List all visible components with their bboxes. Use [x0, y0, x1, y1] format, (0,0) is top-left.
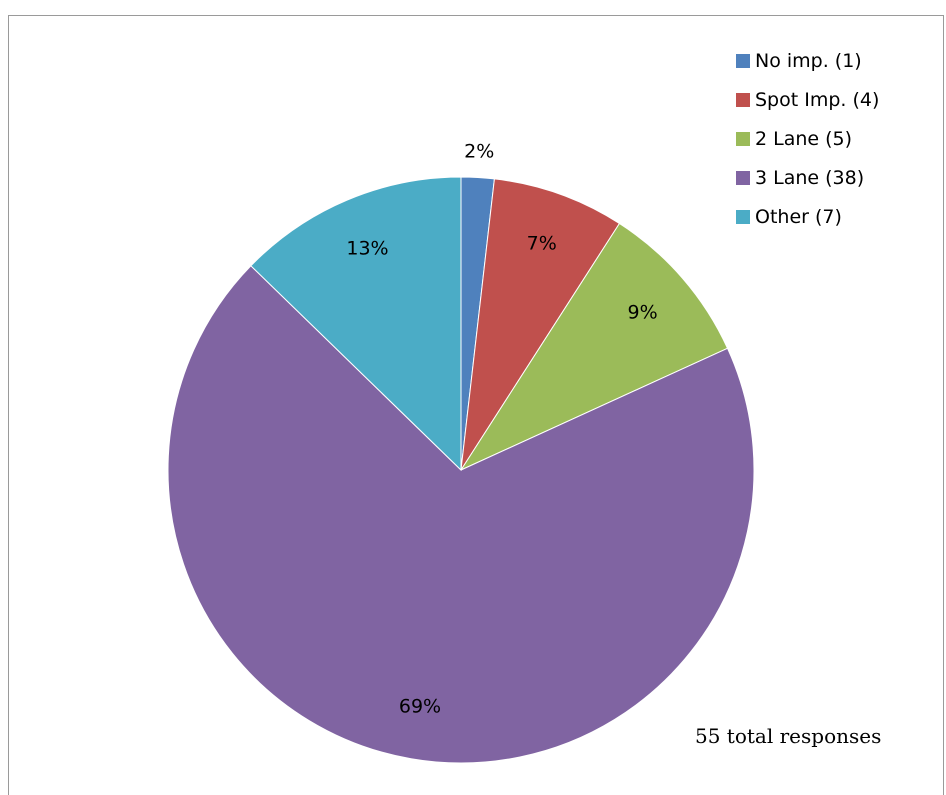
pie-slices — [167, 176, 755, 764]
pie-data-labels: 2% 7% 9% 69% 13% — [346, 141, 657, 718]
legend-label: No imp. (1) — [755, 50, 862, 72]
pie-slice — [460, 178, 621, 471]
legend-item: Spot Imp. (4) — [736, 89, 880, 111]
legend-label: Other (7) — [755, 206, 842, 228]
pie-data-label: 9% — [628, 302, 658, 324]
legend-item: 2 Lane (5) — [736, 128, 853, 150]
legend-item: No imp. (1) — [736, 50, 862, 72]
pie-data-label: 69% — [399, 696, 441, 718]
legend-swatch — [736, 171, 750, 185]
chart-frame — [8, 15, 944, 795]
legend-item: Other (7) — [736, 206, 842, 228]
pie-data-label: 7% — [527, 233, 557, 255]
legend-label: Spot Imp. (4) — [755, 89, 880, 111]
pie-slice — [250, 176, 462, 472]
pie-data-label: 13% — [346, 238, 388, 260]
pie-data-label: 2% — [464, 141, 494, 163]
total-responses-note: 55 total responses — [695, 724, 882, 748]
legend-swatch — [736, 93, 750, 107]
legend-swatch — [736, 210, 750, 224]
legend-swatch — [736, 54, 750, 68]
pie-slice — [167, 265, 755, 764]
legend-label: 3 Lane (38) — [755, 167, 865, 189]
pie-slice — [459, 222, 729, 472]
legend-item: 3 Lane (38) — [736, 167, 865, 189]
legend-swatch — [736, 132, 750, 146]
legend-label: 2 Lane (5) — [755, 128, 853, 150]
